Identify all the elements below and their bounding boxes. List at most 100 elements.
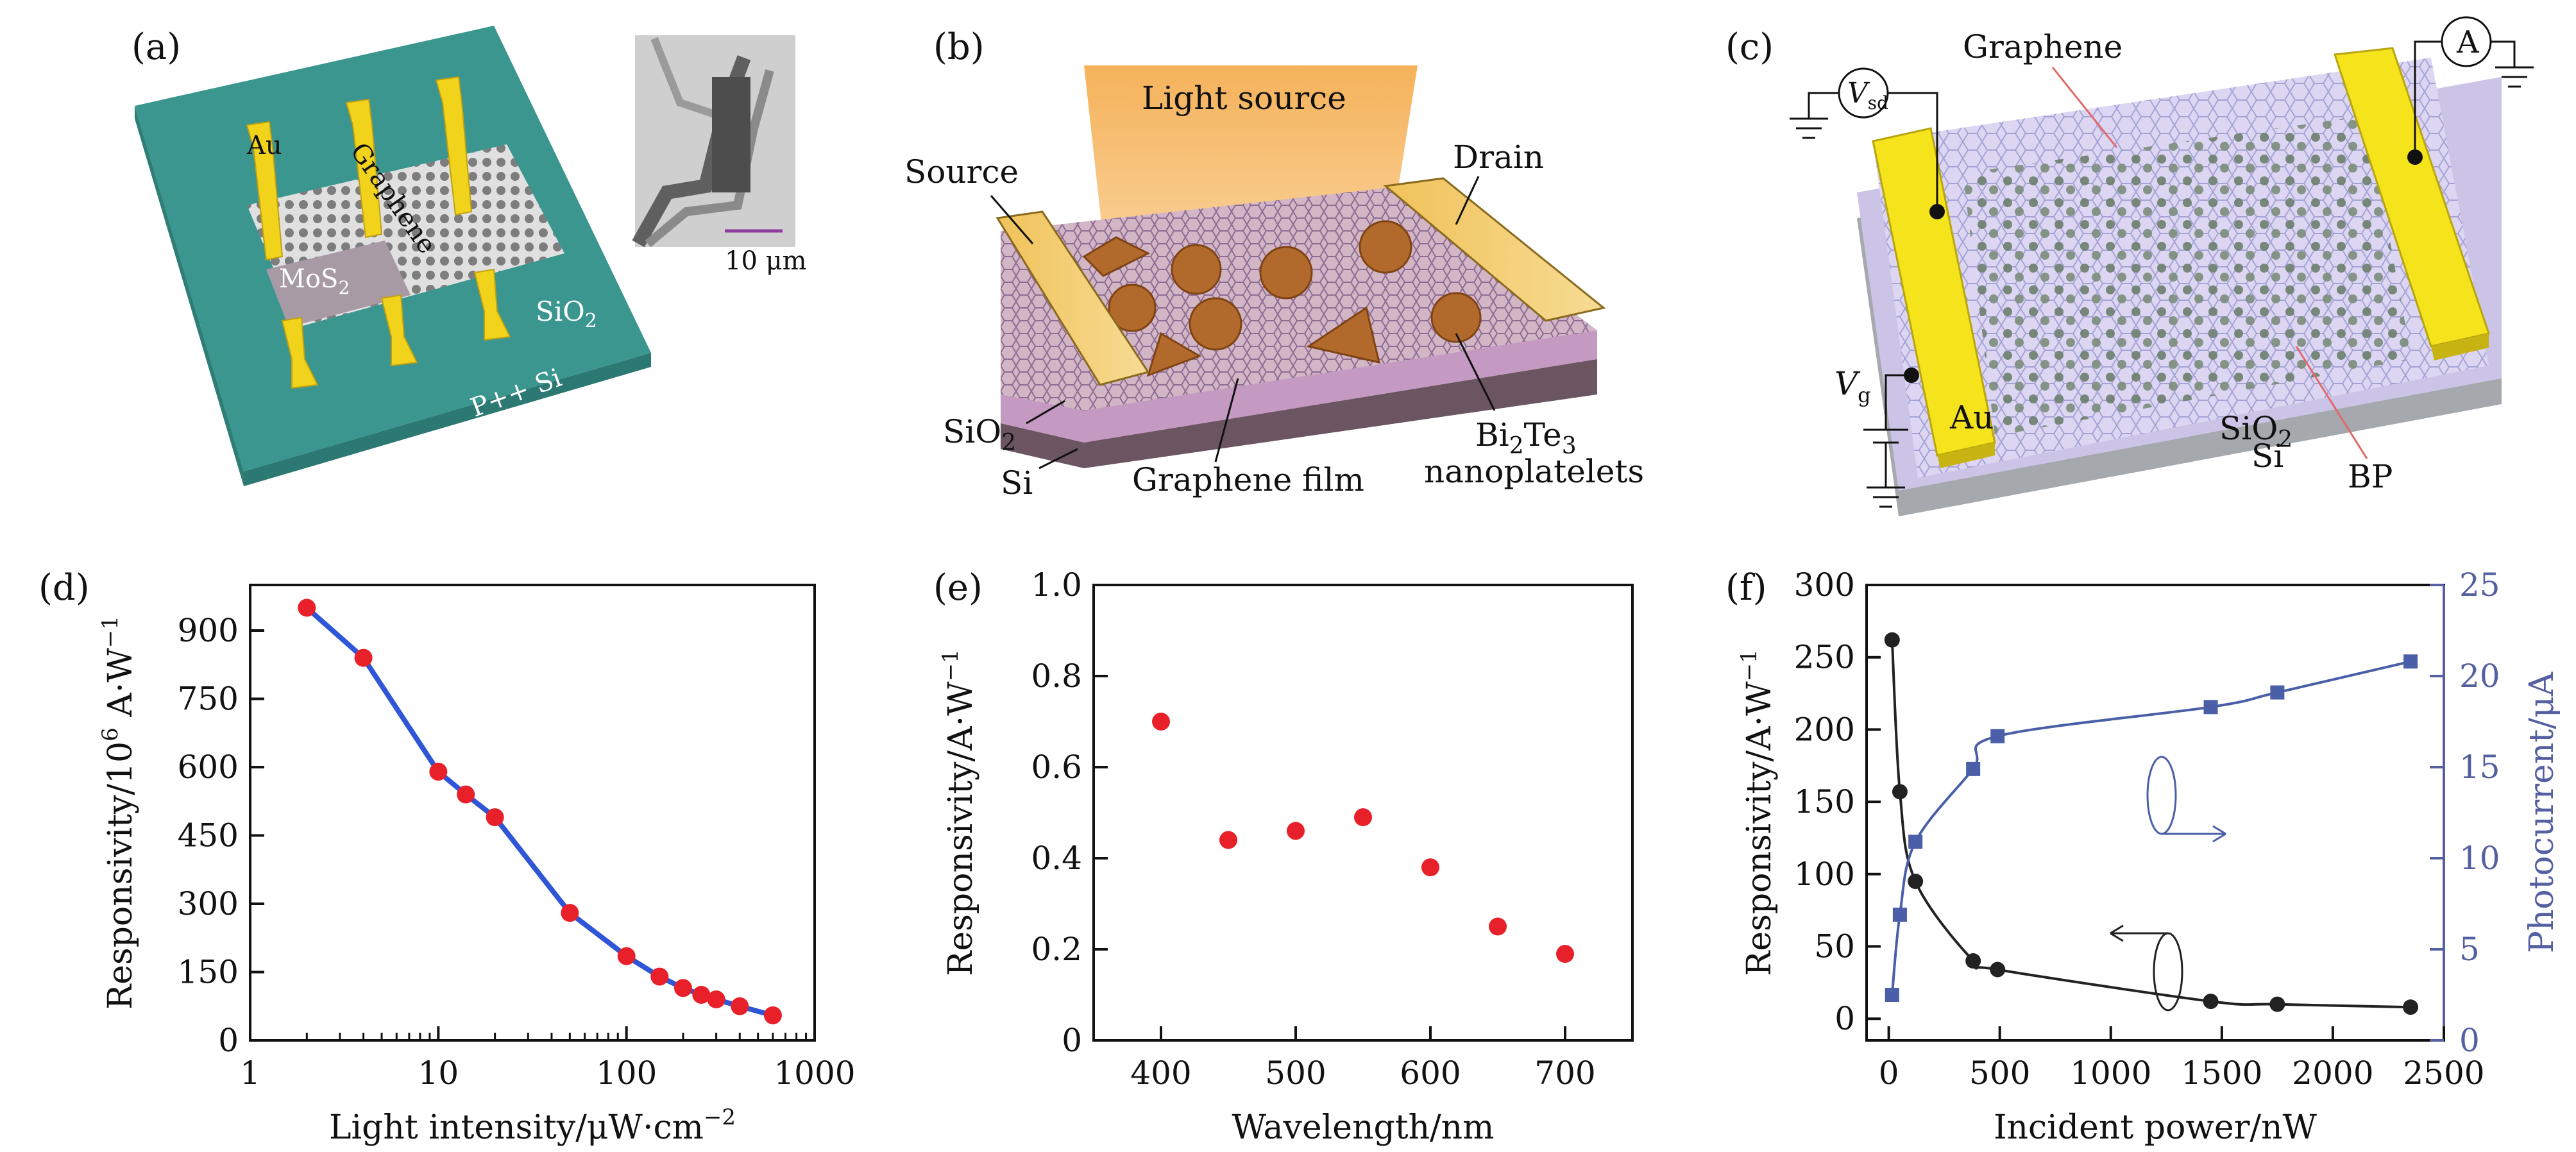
vg-circuit	[1863, 374, 1911, 508]
chart-f-point-right	[2203, 700, 2218, 715]
sio2-layer	[1001, 330, 1597, 443]
chart-f-point-left	[1892, 784, 1908, 800]
a-scale-label: 10 μm	[725, 246, 807, 276]
chart-f-ytick-right-label: 5	[2459, 931, 2480, 968]
au-electrodes	[246, 76, 511, 389]
drain-electrode	[1383, 177, 1606, 322]
chart-e-ytick-label: 0.8	[1031, 657, 1082, 695]
chart-f-ylabel: Responsivity/A·W−1	[1736, 649, 1779, 976]
chart-f-xtick-label: 500	[1969, 1055, 2030, 1092]
chart-f-ytick-label: 150	[1794, 783, 1855, 820]
chart-d-xtick-label: 1	[240, 1055, 260, 1092]
chart-e-xtick-label: 700	[1534, 1055, 1595, 1092]
source-electrode	[996, 210, 1150, 386]
chart-d-ytick-label: 900	[178, 612, 239, 649]
c-bp-label: BP	[2348, 458, 2393, 495]
c-au-label: Au	[1949, 399, 1994, 436]
panel-f-label: (f)	[1725, 567, 1767, 609]
chart-e-point	[1556, 945, 1574, 963]
c-sio2-label: SiO2	[2219, 410, 2292, 453]
a-mos2-label: MoS2	[279, 264, 350, 298]
c-vsd-label: Vsd	[1847, 77, 1888, 114]
chart-d-point	[692, 986, 711, 1004]
chart-d-point	[561, 904, 579, 922]
chart-f-xtick-label: 1500	[2181, 1055, 2262, 1092]
nanoplatelets	[1082, 220, 1482, 377]
chart-e-point	[1489, 917, 1507, 936]
chart-f-ytick-label: 50	[1814, 928, 1855, 965]
panel-b-label: (b)	[933, 26, 985, 68]
chart-f-point-right	[2270, 685, 2285, 700]
chart-f-ytick-label: 300	[1794, 566, 1855, 604]
chart-f-point-right	[1908, 834, 1923, 849]
chart-f-ytick-right-label: 0	[2459, 1022, 2480, 1059]
si-layer	[1001, 359, 1597, 468]
c-vg-label: Vg	[1835, 365, 1871, 407]
vsd-circuit	[1790, 67, 1938, 212]
chart-e: 400 500 600 700 0 0.2 0.4 0.6 0.8 1.0 Wavelength/…	[938, 566, 1634, 1147]
chart-e-ytick-label: 0.4	[1031, 840, 1082, 877]
panel-d-label: (d)	[38, 567, 90, 609]
chart-e-ytick-label: 0.2	[1031, 931, 1082, 968]
b-graphene-film-label: Graphene film	[1132, 461, 1364, 498]
chart-f-ytick-right-label: 10	[2459, 840, 2500, 877]
panel-a: (a) Au Graphene MoS2 SiO2 P++ Si 10 μm	[131, 26, 807, 486]
chart-d-series-line	[305, 606, 774, 1018]
b-nanoplatelets-label: nanoplatelets	[1424, 453, 1644, 490]
chart-f: 0 500 1000 1500 2000 250005010015020025030005…	[1736, 566, 2561, 1147]
chart-f-ytick-label: 250	[1794, 639, 1855, 676]
chart-d-point	[457, 785, 475, 804]
chart-f-ytick-label: 100	[1794, 856, 1855, 893]
chart-e-point	[1421, 858, 1439, 877]
c-ammeter-label: A	[2456, 24, 2480, 60]
b-source-label: Source	[904, 153, 1019, 191]
chart-f-xtick-label: 2500	[2403, 1055, 2484, 1092]
chart-d-ytick-label: 750	[178, 681, 239, 718]
graphene-film-pattern	[1001, 186, 1597, 411]
mos2-layer	[266, 241, 411, 327]
chart-d-ytick-label: 450	[178, 817, 239, 854]
c-si-label: Si	[2251, 437, 2284, 475]
left-axis-indicator	[2110, 924, 2183, 1012]
panel-c: (c) Vsd A Vg	[1725, 16, 2534, 516]
chart-f-point-left	[1990, 961, 2006, 978]
chart-f-point-left	[1884, 632, 1900, 648]
chart-f-ytick-right-label: 20	[2459, 657, 2500, 695]
chart-e-ytick-label: 0	[1062, 1022, 1082, 1059]
chart-d-xlabel: Light intensity/μW·cm−2	[329, 1105, 736, 1147]
bp-flake	[1963, 115, 2412, 436]
chart-f-point-left	[2403, 999, 2419, 1015]
b-sio2-label: SiO2	[943, 413, 1016, 456]
chart-d-point	[354, 648, 373, 667]
chart-d-xtick-label: 10	[418, 1055, 459, 1092]
chart-e-xtick-label: 400	[1130, 1055, 1191, 1092]
chart-d-ytick-label: 300	[178, 885, 239, 922]
chart-e-xlabel: Wavelength/nm	[1232, 1108, 1495, 1147]
chart-d-point	[674, 979, 692, 997]
chart-d-point	[763, 1006, 782, 1024]
chart-d-point	[731, 997, 749, 1015]
panel-c-label: (c)	[1725, 26, 1774, 68]
a-au-label: Au	[246, 131, 282, 160]
chart-d-point	[486, 808, 504, 827]
chart-f-point-left	[2269, 996, 2285, 1012]
chart-e-ylabel: Responsivity/A·W−1	[938, 649, 980, 976]
chart-d-ytick-label: 0	[218, 1022, 239, 1059]
chart-e-point	[1152, 713, 1170, 731]
chart-f-point-right	[2403, 654, 2418, 669]
chart-f-xtick-label: 2000	[2292, 1055, 2373, 1092]
chart-e-point	[1354, 808, 1372, 827]
chart-d-frame	[249, 584, 816, 1042]
chart-f-ytick-right-label: 15	[2459, 749, 2500, 786]
panel-e-label: (e)	[933, 567, 983, 609]
chart-e-point	[1287, 822, 1305, 840]
chart-e-xtick-label: 600	[1400, 1055, 1461, 1092]
chart-d: 1 10 100 1000 0 150 300 450 600 750 900 Light inte…	[97, 584, 856, 1147]
chart-f-point-right	[1966, 761, 1981, 776]
chart-f-ytick-right-label: 25	[2459, 566, 2500, 604]
panel-b: (b) Light source Source Drain SiO2 Si Gr…	[904, 26, 1644, 502]
chart-f-point-left	[1965, 953, 1981, 969]
chart-e-ytick-label: 1.0	[1031, 566, 1082, 604]
c-graphene-label: Graphene	[1963, 28, 2123, 65]
